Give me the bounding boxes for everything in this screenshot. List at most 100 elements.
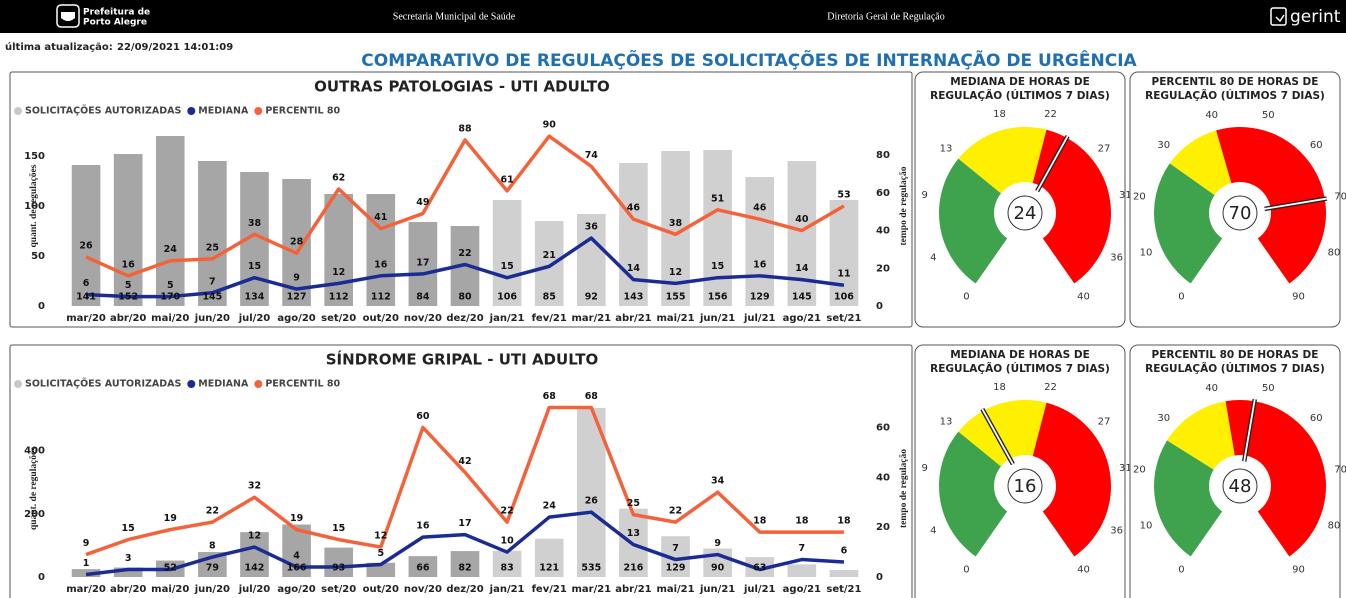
bar xyxy=(534,221,564,306)
data-label: 12 xyxy=(374,531,387,542)
data-label: 42 xyxy=(458,456,471,467)
gauge-tick-label: 0 xyxy=(1178,565,1184,576)
data-label: 22 xyxy=(669,506,682,517)
gauge-title: MEDIANA DE HORAS DE REGULAÇÃO (ÚLTIMOS 7… xyxy=(930,349,1110,375)
x-tick-label: fev/21 xyxy=(532,584,567,595)
gauge-tick-label: 9 xyxy=(921,463,927,474)
gauge-tick-label: 30 xyxy=(1157,140,1170,151)
gauge-tick-label: 20 xyxy=(1133,464,1146,475)
data-label: 143 xyxy=(623,292,643,303)
data-label: 22 xyxy=(458,248,471,259)
legend-label: MEDIANA xyxy=(198,106,249,117)
legend-marker xyxy=(187,380,196,388)
data-label: 112 xyxy=(371,292,391,303)
gauge-needle xyxy=(1036,135,1069,192)
data-label: 90 xyxy=(711,563,725,574)
gauge-band xyxy=(958,399,1047,467)
bar xyxy=(829,570,859,577)
bar xyxy=(324,547,353,577)
data-label: 84 xyxy=(416,292,430,303)
data-label: 121 xyxy=(539,563,559,574)
gauge-needle xyxy=(1264,197,1327,210)
bar xyxy=(408,556,438,577)
bar xyxy=(155,136,185,306)
data-label: 25 xyxy=(206,242,219,253)
gauge-tick-label: 90 xyxy=(1292,292,1305,303)
y2-tick-label: 40 xyxy=(876,226,890,237)
data-label: 85 xyxy=(543,292,556,303)
data-label: 112 xyxy=(329,292,349,303)
y2-axis-title: tempo de regulação xyxy=(899,166,909,245)
x-tick-label: fev/21 xyxy=(532,313,567,324)
x-tick-label: mar/21 xyxy=(571,584,611,595)
data-label: 38 xyxy=(248,218,262,229)
data-label: 156 xyxy=(708,292,728,303)
data-label: 152 xyxy=(118,292,138,303)
bar xyxy=(198,161,227,306)
gauge-tick-label: 0 xyxy=(1178,292,1184,303)
data-label: 63 xyxy=(753,563,766,574)
data-label: 16 xyxy=(753,259,767,270)
data-label: 40 xyxy=(795,214,809,225)
legend-marker xyxy=(254,107,263,115)
data-label: 18 xyxy=(837,516,851,527)
data-label: 155 xyxy=(666,292,686,303)
data-label: 38 xyxy=(669,218,683,229)
legend-label: MEDIANA xyxy=(198,379,249,390)
gauge-band xyxy=(1167,401,1235,470)
x-tick-label: jul/21 xyxy=(743,313,776,324)
y-tick-label: 0 xyxy=(38,572,45,583)
data-label: 129 xyxy=(750,292,770,303)
data-label: 15 xyxy=(500,261,513,272)
data-label: 166 xyxy=(287,563,307,574)
x-tick-label: set/21 xyxy=(826,584,861,595)
gauge-tick-label: 27 xyxy=(1098,143,1111,154)
legend-label: PERCENTIL 80 xyxy=(265,106,340,117)
x-tick-label: jan/21 xyxy=(489,313,525,324)
data-label: 170 xyxy=(160,292,180,303)
gauge-tick-label: 36 xyxy=(1110,526,1123,537)
data-label: 9 xyxy=(714,538,721,549)
x-tick-label: jun/21 xyxy=(699,584,735,595)
line xyxy=(85,510,845,577)
gauge-tick-label: 20 xyxy=(1133,191,1146,202)
x-tick-label: mai/21 xyxy=(656,584,694,595)
data-label: 145 xyxy=(202,292,222,303)
page-title: COMPARATIVO DE REGULAÇÕES DE SOLICITAÇÕE… xyxy=(361,48,1137,71)
gauge-tick-label: 50 xyxy=(1262,383,1275,394)
gauge-title-box: MEDIANA DE HORAS DE REGULAÇÃO (ÚLTIMOS 7… xyxy=(930,76,1110,102)
data-label: 216 xyxy=(623,563,643,574)
data-label: 18 xyxy=(795,516,809,527)
y-tick-label: 50 xyxy=(31,251,45,262)
gauge-tick-label: 40 xyxy=(1077,565,1090,576)
gauge-tick-label: 60 xyxy=(1310,413,1323,424)
data-label: 88 xyxy=(458,123,472,134)
data-label: 127 xyxy=(287,292,307,303)
data-label: 80 xyxy=(458,292,472,303)
data-label: 5 xyxy=(167,280,174,291)
gauge-tick-label: 10 xyxy=(1140,247,1153,258)
x-tick-label: jul/20 xyxy=(238,584,271,595)
gauge-value: 24 xyxy=(1014,203,1037,224)
gauge-center xyxy=(1222,468,1258,504)
data-label: 12 xyxy=(669,267,682,278)
data-label: 79 xyxy=(206,563,219,574)
data-label: 68 xyxy=(585,391,599,402)
bar xyxy=(71,165,101,306)
gauge-title-box: MEDIANA DE HORAS DE REGULAÇÃO (ÚLTIMOS 7… xyxy=(930,349,1110,375)
gauge-band xyxy=(938,158,1008,284)
bar xyxy=(408,222,438,306)
line xyxy=(85,405,844,557)
gauge-title: PERCENTIL 80 DE HORAS DE REGULAÇÃO (ÚLTI… xyxy=(1145,349,1325,375)
data-label: 15 xyxy=(332,523,345,534)
gauge-tick-label: 4 xyxy=(930,526,936,537)
data-label: 18 xyxy=(753,516,767,527)
x-tick-label: ago/20 xyxy=(277,313,315,324)
data-label: 62 xyxy=(332,173,345,184)
logo-text: Porto Alegre xyxy=(83,18,147,28)
data-label: 14 xyxy=(627,263,641,274)
x-tick-label: set/20 xyxy=(321,313,356,324)
gauge-tick-label: 22 xyxy=(1044,382,1057,393)
gauge-tick-label: 40 xyxy=(1205,110,1218,121)
data-label: 16 xyxy=(416,521,430,532)
